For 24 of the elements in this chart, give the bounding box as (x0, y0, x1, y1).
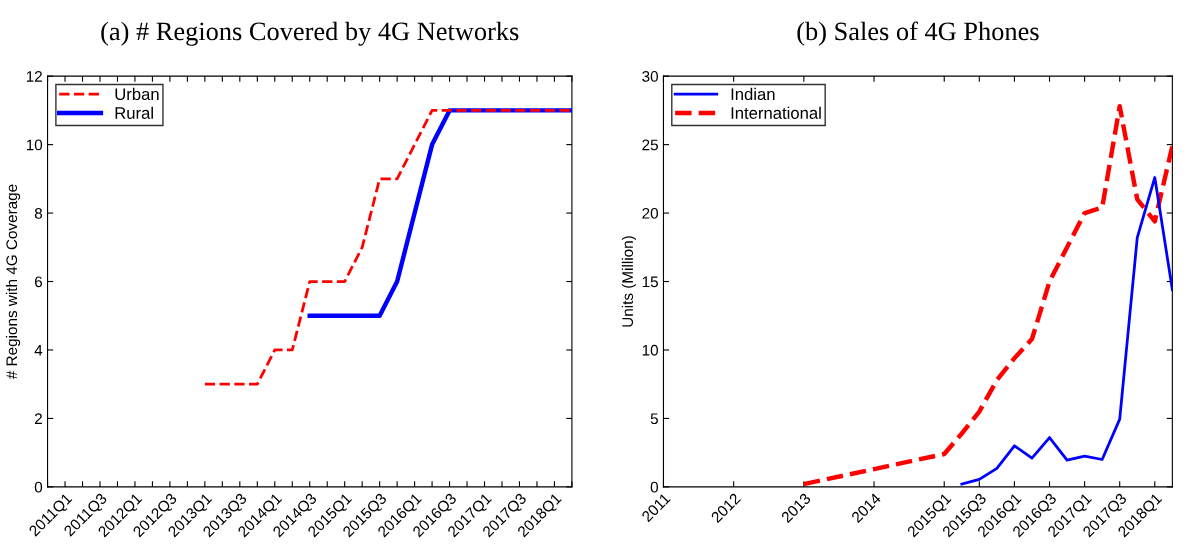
y-tick-label: 4 (34, 345, 43, 356)
legend-label: Rural (115, 106, 153, 119)
y-tick-label: 0 (650, 481, 658, 493)
legend-label: Urban (115, 87, 159, 101)
y-tick-label: 30 (642, 71, 659, 82)
chart-title: (a) # Regions Covered by 4G Networks (101, 21, 519, 46)
y-tick-label: 10 (642, 344, 659, 356)
legend-label: International (731, 106, 821, 119)
y-tick-label: 12 (26, 71, 42, 82)
y-tick-label: 10 (26, 139, 43, 151)
y-tick-label: 25 (642, 139, 658, 151)
line-series (203, 109, 572, 386)
y-tick-label: 20 (642, 207, 659, 219)
y-tick-label: 0 (34, 481, 43, 493)
y-tick-label: 6 (34, 276, 43, 288)
y-axis-title: Units (Million) (621, 236, 637, 327)
y-axis-title: # Regions with 4G Coverage (5, 184, 21, 380)
line-series (960, 176, 1173, 486)
y-tick-label: 5 (650, 413, 658, 425)
chart-title: (b) Sales of 4G Phones (797, 21, 1039, 46)
legend-label: Indian (731, 87, 775, 101)
y-tick-label: 2 (34, 413, 42, 424)
y-tick-label: 15 (642, 276, 658, 288)
y-tick-label: 8 (34, 207, 43, 219)
